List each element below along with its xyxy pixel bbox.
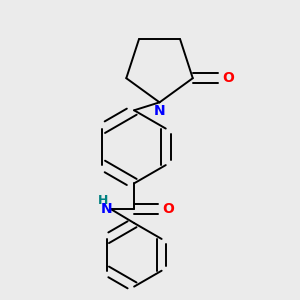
Text: O: O [222,71,234,85]
Text: O: O [162,202,174,216]
Text: N: N [154,104,165,118]
Text: N: N [100,202,112,216]
Text: H: H [98,194,109,207]
